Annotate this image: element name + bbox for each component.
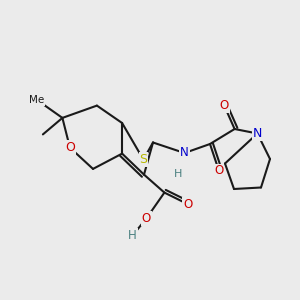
Text: O: O <box>214 164 224 178</box>
Text: O: O <box>220 99 229 112</box>
Text: Me: Me <box>29 95 44 105</box>
Text: S: S <box>140 153 147 166</box>
Text: H: H <box>174 169 183 179</box>
Text: N: N <box>253 127 262 140</box>
Text: O: O <box>142 212 151 225</box>
Text: O: O <box>183 197 192 211</box>
Text: H: H <box>128 229 137 242</box>
Text: N: N <box>180 146 189 160</box>
Text: O: O <box>65 141 75 154</box>
